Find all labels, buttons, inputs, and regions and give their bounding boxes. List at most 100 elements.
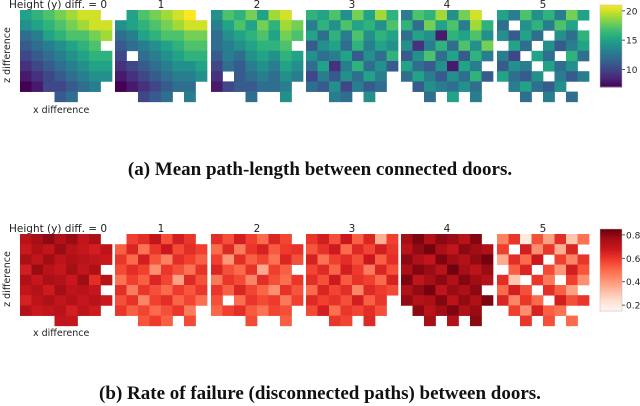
heatmap-cell [363, 61, 376, 72]
heatmap-cell [291, 30, 304, 41]
heatmap-cell [126, 305, 139, 316]
heatmap-cell [43, 274, 55, 286]
heatmap-cell [100, 244, 113, 255]
heatmap-cell [566, 244, 578, 255]
heatmap-cell [352, 10, 364, 21]
heatmap-cell [508, 61, 521, 72]
colorbar-segment [600, 306, 622, 309]
heatmap-cell [245, 91, 258, 103]
heatmap-cell [317, 81, 330, 92]
colorbar-segment [600, 63, 622, 66]
heatmap-cell [31, 40, 44, 52]
heatmap-cell [340, 244, 353, 255]
heatmap-cell [138, 264, 150, 276]
heatmap-cell [149, 91, 162, 103]
colorbar-segment [600, 6, 622, 9]
heatmap-cell [115, 20, 127, 31]
heatmap-cell [66, 305, 78, 316]
heatmap-cell [54, 81, 67, 92]
heatmap-cell [481, 20, 494, 31]
heatmap-cell [100, 30, 113, 41]
x-axis-label: x difference [33, 328, 89, 339]
heatmap-cell [234, 254, 246, 265]
heatmap-cell [222, 30, 235, 41]
heatmap-cell [306, 10, 318, 21]
heatmap-cell [363, 264, 376, 276]
heatmap-cell [554, 285, 567, 296]
heatmap-cell [481, 295, 494, 306]
heatmap-cell [508, 285, 521, 296]
heatmap-cell [435, 81, 448, 92]
heatmap-cell [306, 20, 318, 31]
heatmap-cell [257, 274, 269, 286]
heatmap-cell [115, 254, 127, 265]
heatmap-cell [340, 285, 353, 296]
heatmap-cell [481, 254, 494, 265]
heatmap-cell [184, 234, 196, 245]
heatmap-cell [222, 61, 235, 72]
heatmap-cell [352, 81, 364, 92]
heatmap-cell [31, 81, 44, 92]
colorbar-segment [600, 15, 622, 18]
heatmap-cell [543, 285, 555, 296]
heatmap-cell [520, 81, 532, 92]
heatmap-cell [306, 40, 318, 52]
colorbar-segment [600, 76, 622, 78]
heatmap-cell [497, 295, 509, 306]
heatmap-cell [375, 285, 387, 296]
heatmap-cell [66, 315, 78, 327]
heatmap-cell [149, 244, 162, 255]
heatmap-cell [66, 244, 78, 255]
heatmap-cell [447, 40, 459, 52]
heatmap-cell [577, 254, 590, 265]
colorbar-segment [600, 82, 622, 85]
heatmap-cell [257, 50, 269, 62]
colorbar-segment [600, 294, 622, 297]
heatmap-cell [386, 254, 399, 265]
heatmap-cell [77, 254, 90, 265]
heatmap-cell [543, 91, 555, 103]
heatmap-cell [89, 305, 101, 316]
heatmap-cell [520, 40, 532, 52]
heatmap-cell [520, 234, 532, 245]
heatmap-cell [447, 91, 459, 103]
heatmap-cell [161, 20, 173, 31]
heatmap-cell [234, 71, 246, 82]
colorbar-segment [600, 297, 622, 300]
colorbar-segment [600, 309, 622, 312]
heatmap-cell [508, 30, 521, 41]
panel-title: 4 [444, 223, 451, 235]
heatmap-cell [66, 295, 78, 306]
caption-mean-path-length: (a) Mean path-length between connected d… [127, 159, 513, 180]
heatmap-cell [352, 274, 364, 286]
heatmap-cell [172, 40, 185, 52]
heatmap-cell [508, 305, 521, 316]
heatmap-cell [375, 20, 387, 31]
heatmap-cell [520, 61, 532, 72]
heatmap-cell [268, 71, 281, 82]
heatmap-cell [508, 254, 521, 265]
heatmap-cell [126, 234, 139, 245]
heatmap-cell [554, 30, 567, 41]
colorbar-segment [600, 51, 622, 54]
heatmap-cell [161, 285, 173, 296]
heatmap-cell [184, 91, 196, 103]
heatmap-cell [126, 81, 139, 92]
heatmap-cell [184, 61, 196, 72]
heatmap-cell [257, 10, 269, 21]
heatmap-cell [520, 10, 532, 21]
heatmap-cell [520, 71, 532, 82]
heatmap-cell [508, 234, 521, 245]
colorbar-segment [600, 263, 622, 266]
heatmap-cell [234, 61, 246, 72]
heatmap-cell [424, 91, 436, 103]
heatmap-cell [352, 20, 364, 31]
heatmap-cell [245, 305, 258, 316]
heatmap-cell [138, 71, 150, 82]
heatmap-cell [245, 274, 258, 286]
heatmap-cell [317, 244, 330, 255]
heatmap-cell [195, 254, 208, 265]
heatmap-cell [268, 295, 281, 306]
heatmap-cell [447, 50, 459, 62]
colorbar-segment [600, 298, 622, 301]
